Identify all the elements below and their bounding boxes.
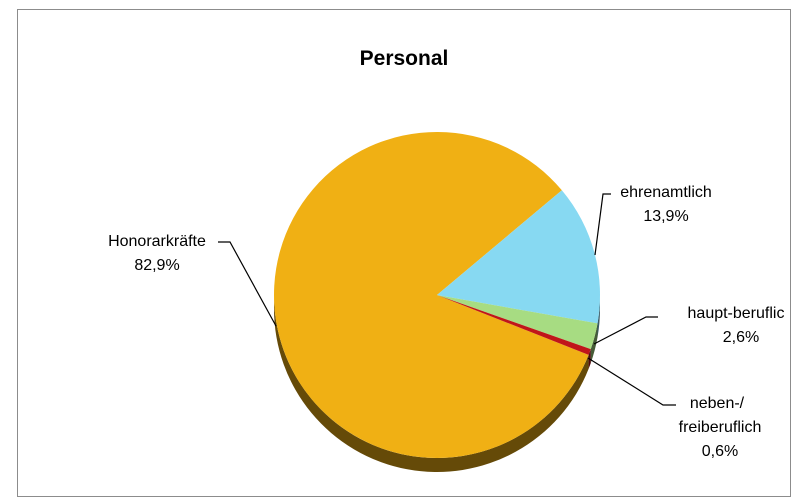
pie-slice-2 xyxy=(437,295,598,350)
slice-label-3-line2: freiberuflich xyxy=(679,419,762,436)
slice-value-label-0: 82,9% xyxy=(134,257,179,274)
slice-label-0: Honorarkräfte xyxy=(108,233,206,250)
pie-slice-1 xyxy=(437,190,600,324)
leader-line-2 xyxy=(593,316,658,345)
slice-label-3: neben-/ xyxy=(690,395,745,412)
leader-line-0 xyxy=(218,241,277,327)
slice-label-1: ehrenamtlich xyxy=(620,184,712,201)
leader-line-3 xyxy=(587,357,676,406)
pie-slice-3 xyxy=(437,295,591,355)
pie-leader-lines xyxy=(218,193,676,406)
leader-line-1 xyxy=(594,193,611,256)
slice-label-2: haupt-beruflic xyxy=(688,305,785,322)
pie-labels: Honorarkräfte 82,9% ehrenamtlich 13,9% haupt… xyxy=(108,184,784,460)
pie-slice-0 xyxy=(273,131,589,458)
slice-value-label-1: 13,9% xyxy=(643,208,688,225)
slice-value-label-3: 0,6% xyxy=(702,443,738,460)
pie-depth-1-0 xyxy=(597,295,600,338)
chart-title: Personal xyxy=(359,47,449,70)
slice-value-label-2: 2,6% xyxy=(723,329,759,346)
pie-slices xyxy=(273,131,600,458)
